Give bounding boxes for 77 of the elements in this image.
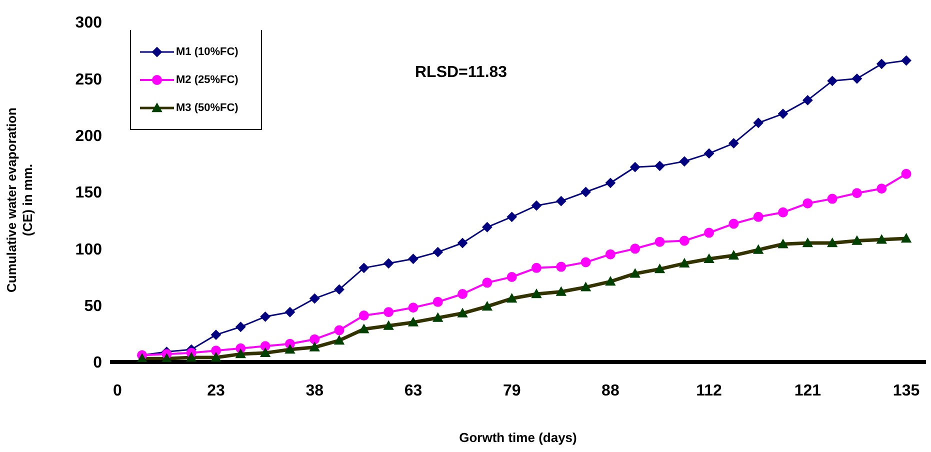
point — [654, 236, 665, 247]
point — [211, 346, 222, 356]
y-tick-label: 200 — [75, 128, 102, 146]
y-axis-title: Cumulative water evaporation (CE) in mm. — [4, 107, 35, 292]
point — [728, 218, 739, 229]
point — [556, 196, 566, 206]
point — [384, 307, 394, 318]
point — [753, 118, 764, 128]
x-tick-label: 79 — [502, 382, 521, 400]
x-tick-label: 135 — [892, 382, 920, 400]
point — [901, 168, 912, 179]
point — [284, 307, 295, 318]
point — [605, 249, 616, 260]
point — [827, 76, 838, 86]
y-tick-label: 300 — [75, 14, 102, 32]
point — [482, 222, 492, 232]
x-tick-label: 23 — [207, 382, 226, 400]
point — [358, 262, 369, 273]
x-tick-label: 121 — [794, 382, 822, 400]
legend-label: M2 (25%FC) — [176, 74, 238, 86]
point — [458, 238, 468, 248]
point — [506, 272, 517, 282]
point — [679, 156, 690, 166]
y-tick-label: 100 — [75, 241, 102, 258]
point — [408, 254, 418, 264]
point — [334, 284, 344, 294]
point — [778, 207, 788, 218]
point — [654, 160, 665, 171]
point — [432, 247, 443, 258]
x-tick-label: 0 — [112, 382, 122, 400]
point — [531, 200, 542, 211]
point — [211, 330, 222, 340]
point — [506, 212, 517, 222]
point — [531, 262, 542, 273]
legend-label: M1 (10%FC) — [176, 46, 238, 58]
point — [852, 74, 862, 84]
point — [827, 194, 838, 204]
point — [630, 244, 640, 254]
point — [334, 325, 344, 336]
point — [753, 212, 764, 222]
y-tick-label: 50 — [84, 298, 102, 316]
x-axis-title: Gorwth time (days) — [459, 430, 577, 445]
point — [384, 258, 394, 268]
point — [852, 188, 862, 198]
point — [876, 184, 887, 194]
point — [432, 296, 443, 307]
x-tick-label: 38 — [306, 382, 324, 400]
point — [580, 257, 591, 268]
y-tick-label: 250 — [75, 71, 102, 88]
y-tick-label: 0 — [93, 354, 102, 372]
point — [704, 228, 714, 238]
point — [556, 262, 566, 272]
point — [605, 178, 616, 188]
annotation: RLSD=11.83 — [415, 64, 508, 82]
point — [778, 108, 788, 119]
point — [630, 162, 640, 172]
x-tick-label: 63 — [404, 382, 422, 400]
point — [260, 312, 270, 322]
point — [358, 310, 369, 321]
point — [310, 334, 320, 344]
point — [408, 302, 418, 313]
y-tick-label: 150 — [75, 184, 102, 202]
point — [728, 138, 739, 148]
point — [580, 187, 591, 197]
point — [482, 278, 492, 288]
point — [704, 148, 714, 158]
legend-label: M3 (50%FC) — [176, 102, 238, 114]
point — [310, 294, 320, 304]
point — [802, 198, 813, 208]
point — [901, 56, 912, 66]
point — [458, 289, 468, 299]
point — [236, 322, 246, 332]
point — [876, 58, 887, 69]
x-tick-label: 88 — [602, 382, 620, 400]
point — [802, 95, 813, 106]
x-tick-label: 112 — [696, 382, 722, 400]
point — [679, 236, 690, 246]
